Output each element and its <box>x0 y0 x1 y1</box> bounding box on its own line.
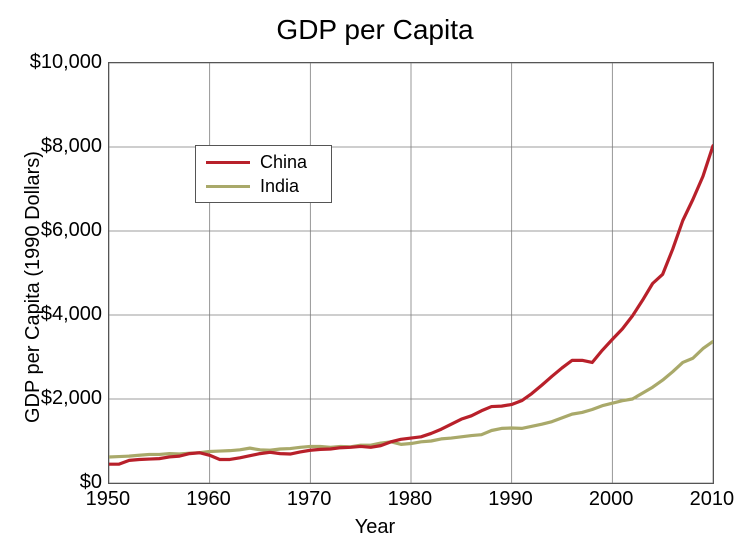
y-tick-label: $10,000 <box>30 51 102 74</box>
legend-item: China <box>206 152 307 173</box>
y-tick-label: $4,000 <box>41 303 102 326</box>
legend-label: China <box>260 152 307 173</box>
x-tick-label: 1960 <box>186 488 231 511</box>
y-tick-label: $8,000 <box>41 135 102 158</box>
legend: China India <box>195 145 332 203</box>
y-tick-label: $0 <box>80 471 102 494</box>
legend-swatch <box>206 161 250 164</box>
x-tick-label: 2010 <box>690 488 735 511</box>
chart-title: GDP per Capita <box>0 14 750 46</box>
legend-item: India <box>206 176 299 197</box>
chart-container: { "chart": { "type": "line", "title": "G… <box>0 0 750 560</box>
x-tick-label: 2000 <box>589 488 634 511</box>
x-tick-label: 1990 <box>488 488 533 511</box>
y-tick-label: $2,000 <box>41 387 102 410</box>
legend-label: India <box>260 176 299 197</box>
x-axis-label: Year <box>0 516 750 539</box>
y-tick-label: $6,000 <box>41 219 102 242</box>
legend-swatch <box>206 185 250 188</box>
x-tick-label: 1970 <box>287 488 332 511</box>
x-tick-label: 1980 <box>388 488 433 511</box>
plot-area <box>108 62 714 484</box>
plot-svg <box>109 63 713 483</box>
y-axis-label: GDP per Capita (1990 Dollars) <box>22 151 45 423</box>
